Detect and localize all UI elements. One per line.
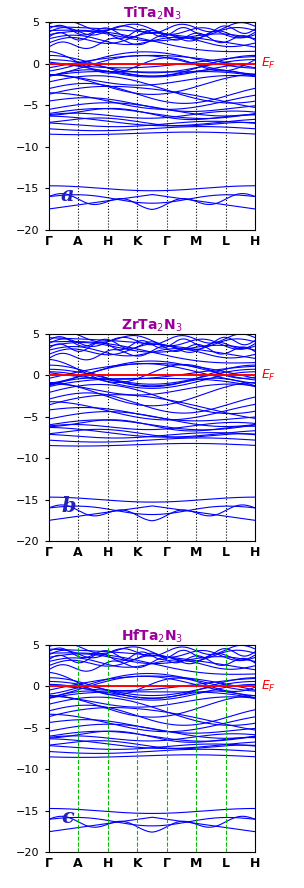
Text: $E_F$: $E_F$ xyxy=(261,678,276,694)
Text: $E_F$: $E_F$ xyxy=(261,368,276,383)
Title: ZrTa$_2$N$_3$: ZrTa$_2$N$_3$ xyxy=(121,317,183,334)
Text: b: b xyxy=(61,496,76,516)
Title: HfTa$_2$N$_3$: HfTa$_2$N$_3$ xyxy=(121,628,183,646)
Title: TiTa$_2$N$_3$: TiTa$_2$N$_3$ xyxy=(123,5,181,22)
Text: c: c xyxy=(61,807,74,828)
Text: a: a xyxy=(61,185,74,205)
Text: $E_F$: $E_F$ xyxy=(261,56,276,71)
